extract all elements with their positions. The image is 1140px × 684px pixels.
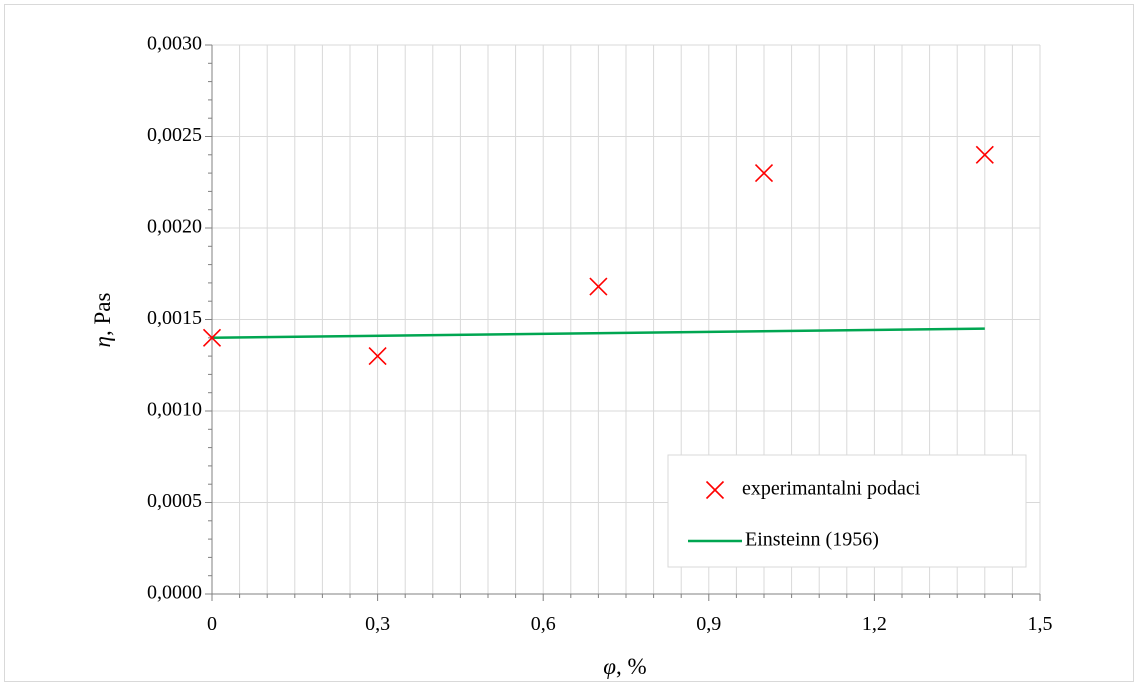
marker-stroke: [368, 347, 387, 366]
legend-label-einstein: Einsteinn (1956): [745, 529, 879, 551]
legend-box: [667, 454, 1027, 568]
y-axis-title: η, Pas: [90, 293, 115, 348]
y-tick-label: 0,0030: [147, 33, 202, 55]
y-tick-label: 0,0000: [147, 582, 202, 604]
y-tick-label: 0,0025: [147, 124, 202, 146]
data-point: [368, 347, 387, 366]
marker-stroke: [705, 480, 725, 500]
data-point: [975, 145, 994, 164]
x-tick-label: 0,6: [531, 613, 556, 635]
data-point: [202, 328, 222, 347]
x-axis-title: φ, %: [603, 654, 646, 679]
x-tick-label: 0,3: [365, 613, 390, 635]
einstein-series: [211, 327, 985, 340]
einstein-line: [211, 327, 985, 340]
legend-x-marker: [705, 480, 725, 500]
experimental-series: [202, 145, 994, 366]
x-tick-label: 0: [207, 613, 217, 635]
x-tick-label: 0,9: [696, 613, 721, 635]
data-point: [754, 164, 774, 183]
x-tick-label: 1,5: [1028, 613, 1053, 635]
y-tick-label: 0,0005: [147, 490, 202, 512]
y-tick-label: 0,0010: [147, 399, 202, 421]
marker-stroke: [202, 328, 222, 347]
y-tick-labels: 0,0000 0,0005 0,0010 0,0015 0,0020 0,0025 0,00…: [147, 33, 202, 604]
marker-stroke: [589, 277, 608, 296]
axes: [205, 44, 1041, 601]
x-tick-labels: 0 0,3 0,6 0,9 1,2 1,5: [207, 613, 1053, 635]
x-tick-label: 1,2: [862, 613, 887, 635]
marker-stroke: [975, 145, 994, 164]
marker-stroke: [754, 164, 774, 183]
y-tick-label: 0,0015: [147, 307, 202, 329]
data-point: [589, 277, 608, 296]
chart-frame: [4, 4, 1134, 682]
legend-marker-experimental: [705, 480, 725, 500]
grid-lines: [212, 44, 1041, 594]
legend: experimantalni podaci Einsteinn (1956): [667, 454, 1027, 568]
legend-label-experimental: experimantalni podaci: [742, 478, 921, 500]
y-tick-label: 0,0020: [147, 216, 202, 238]
